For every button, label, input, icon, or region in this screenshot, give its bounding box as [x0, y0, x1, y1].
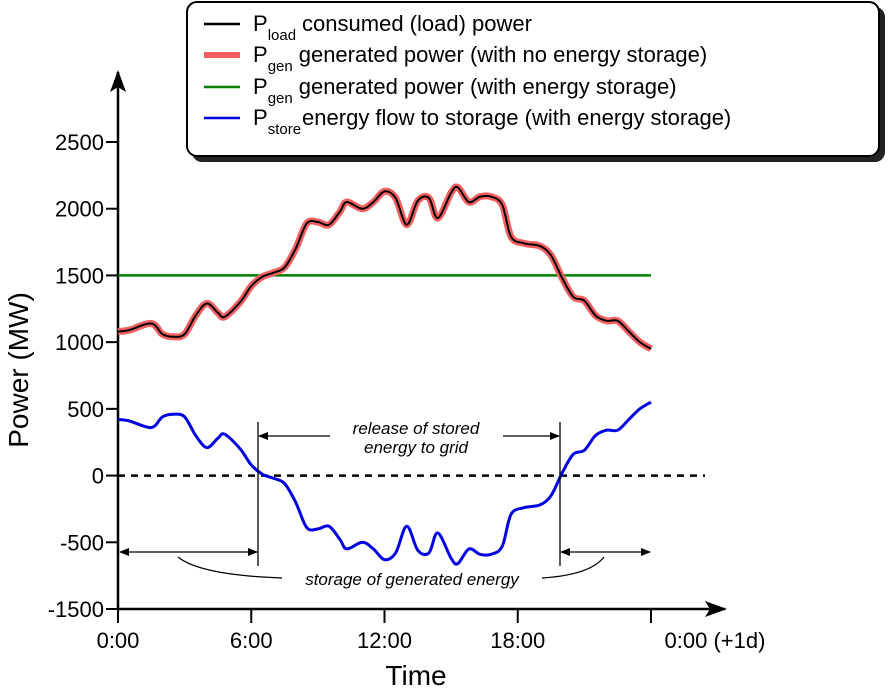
legend-label: Pload consumed (load) power: [253, 11, 532, 44]
legend-entry: Pstoreenergy flow to storage (with energ…: [204, 105, 731, 138]
series-gen-no-storage: [117, 183, 653, 352]
legend-label: Pgen generated power (with no energy stor…: [253, 42, 707, 75]
release-label-line1: release of stored: [353, 419, 480, 438]
release-label-line2: energy to grid: [364, 438, 468, 457]
y-tick-label: -1500: [48, 597, 104, 622]
legend-entry: Pgen generated power (with energy storage…: [204, 74, 677, 107]
x-tick-label: 18:00: [490, 628, 545, 653]
legend-box: [186, 1, 880, 157]
x-tick-label: 12:00: [357, 628, 412, 653]
storage-label: storage of generated energy: [305, 570, 520, 589]
legend-label: Pgen generated power (with energy storage…: [253, 74, 677, 107]
y-tick-label: 1000: [55, 330, 104, 355]
y-tick-label: -500: [60, 530, 104, 555]
storage-leader-left: [177, 556, 283, 579]
y-tick-label: 500: [67, 397, 104, 422]
y-tick-label: 1500: [55, 263, 104, 288]
annotations: release of stored energy to grid storage…: [119, 419, 651, 589]
y-tick-label: 0: [92, 464, 104, 489]
series-layer: [117, 183, 653, 566]
x-tick-label: 6:00: [230, 628, 273, 653]
y-tick-label: 2500: [55, 130, 104, 155]
y-axis-label: Power (MW): [3, 292, 34, 448]
axes: 2500 2000 1500 1000 500 0 -500 -1500 0:00 6:00 12:…: [48, 70, 766, 653]
series-load: [117, 185, 652, 350]
x-tick-label: 0:00 (+1d): [665, 628, 766, 653]
x-tick-label: 0:00: [97, 628, 140, 653]
y-tick-label: 2000: [55, 197, 104, 222]
series-store: [117, 400, 652, 566]
legend-label: Pstoreenergy flow to storage (with energ…: [253, 105, 731, 138]
storage-leader-right: [541, 556, 605, 579]
legend-entry: Pgen generated power (with no energy stor…: [204, 42, 707, 75]
legend-entry: Pload consumed (load) power: [204, 11, 532, 44]
x-axis-label: Time: [385, 660, 446, 689]
